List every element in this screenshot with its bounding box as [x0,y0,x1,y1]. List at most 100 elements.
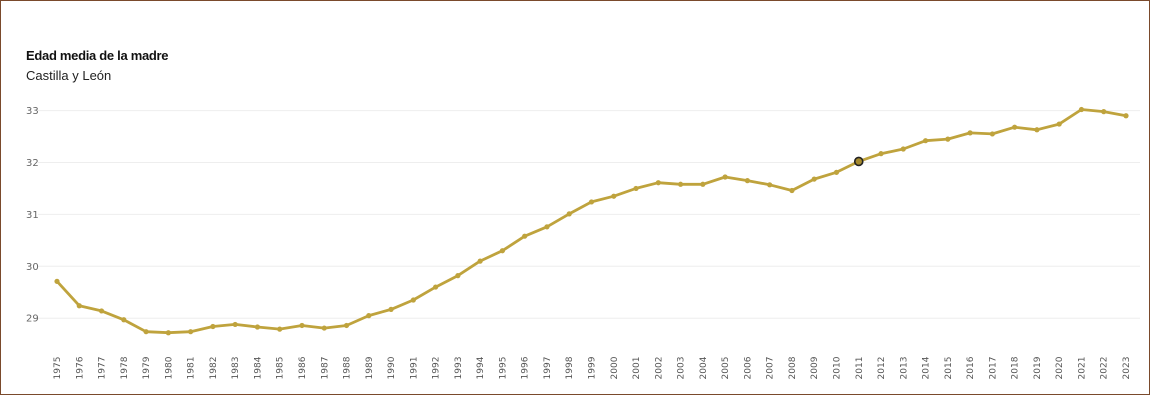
data-point[interactable] [165,330,171,336]
chart-title: Edad media de la madre [26,48,169,63]
x-tick-label: 2017 [988,357,998,380]
x-tick-label: 2002 [654,357,664,380]
data-point[interactable] [611,193,617,199]
data-point[interactable] [143,329,149,335]
x-tick-label: 2015 [944,357,954,380]
data-point[interactable] [677,181,684,187]
data-point[interactable] [277,326,283,332]
x-tick-label: 2008 [788,356,798,379]
x-tick-label: 1979 [142,356,152,379]
data-point[interactable] [254,324,261,330]
y-tick-label: 30 [26,262,39,273]
data-point[interactable] [744,178,750,184]
x-tick-label: 1995 [498,357,508,380]
data-point[interactable] [321,325,327,331]
data-point[interactable] [98,308,105,314]
data-point[interactable] [655,180,661,186]
x-tick-label: 1986 [298,356,308,379]
data-point[interactable] [1078,106,1085,113]
data-point[interactable] [811,176,817,182]
data-point[interactable] [299,322,305,329]
x-tick-label: 1982 [209,357,219,380]
x-tick-label: 2014 [922,356,932,379]
x-tick-label: 1983 [231,357,241,380]
data-point[interactable] [188,329,194,335]
x-tick-label: 2022 [1100,357,1110,380]
x-tick-label: 2019 [1033,356,1043,379]
x-axis-ticks: 1975 1976 1977 1978 1979 1980 1981 1982 1983 1984… [53,356,1132,379]
x-tick-label: 1998 [565,356,575,379]
data-point[interactable] [455,273,461,279]
x-tick-label: 1989 [365,356,375,379]
data-point[interactable] [1123,113,1129,119]
y-tick-label: 32 [26,158,39,169]
data-point[interactable] [76,303,82,309]
data-point[interactable] [833,169,840,175]
data-point[interactable] [388,306,394,312]
data-point[interactable] [900,146,906,152]
data-point[interactable] [410,297,416,303]
data-point[interactable] [343,322,350,329]
x-tick-label: 2018 [1011,356,1021,379]
data-point[interactable] [366,313,372,319]
data-point[interactable] [1056,121,1062,127]
data-point[interactable] [477,258,483,264]
chart-subtitle: Castilla y León [26,68,112,83]
data-point[interactable] [522,233,528,239]
x-tick-label: 1981 [187,357,197,380]
x-tick-label: 1994 [476,356,486,379]
data-point[interactable] [967,130,973,136]
data-point[interactable] [499,248,506,254]
data-point[interactable] [210,323,216,330]
data-point[interactable] [633,185,639,192]
x-tick-label: 2020 [1055,356,1065,379]
x-tick-label: 1977 [98,357,108,380]
data-point[interactable] [945,136,951,142]
data-markers [54,106,1129,336]
x-tick-label: 2000 [610,356,620,379]
x-tick-label: 2009 [810,356,820,379]
series-line [55,108,1127,335]
data-point[interactable] [922,138,929,144]
x-tick-label: 1997 [543,357,553,380]
x-tick-label: 1985 [276,357,286,380]
x-tick-label: 2023 [1122,357,1132,380]
x-tick-label: 1996 [521,356,531,379]
data-point-highlighted[interactable] [853,156,864,167]
y-axis-ticks: 29 30 31 32 33 [26,106,39,325]
x-tick-label: 1999 [588,356,598,379]
x-tick-label: 2001 [632,357,642,380]
x-tick-label: 1976 [75,356,85,379]
x-tick-label: 1988 [343,356,353,379]
x-tick-label: 2004 [699,356,709,379]
x-tick-label: 2010 [832,356,842,379]
data-point[interactable] [767,182,773,188]
data-point[interactable] [588,199,595,205]
x-tick-label: 1975 [53,357,63,380]
x-tick-label: 1978 [120,356,130,379]
series-path [55,108,1127,335]
data-point[interactable] [789,187,795,194]
data-point[interactable] [121,317,127,323]
data-point[interactable] [54,278,60,284]
data-point[interactable] [878,151,884,157]
data-point[interactable] [1034,127,1040,133]
x-tick-label: 2005 [721,357,731,380]
data-point[interactable] [700,181,706,187]
data-point[interactable] [722,174,728,180]
data-point[interactable] [566,211,572,217]
data-point[interactable] [433,284,439,290]
x-tick-label: 2011 [855,357,865,380]
x-tick-label: 2003 [677,357,687,380]
x-tick-label: 2006 [743,356,753,379]
data-point[interactable] [1012,124,1018,130]
x-tick-label: 1993 [454,357,464,380]
data-point[interactable] [544,224,550,230]
data-point[interactable] [1101,109,1107,115]
x-tick-label: 1980 [164,356,174,379]
x-tick-label: 1987 [320,357,330,380]
data-point[interactable] [232,321,238,328]
data-point[interactable] [989,131,995,137]
x-tick-label: 2016 [966,356,976,379]
